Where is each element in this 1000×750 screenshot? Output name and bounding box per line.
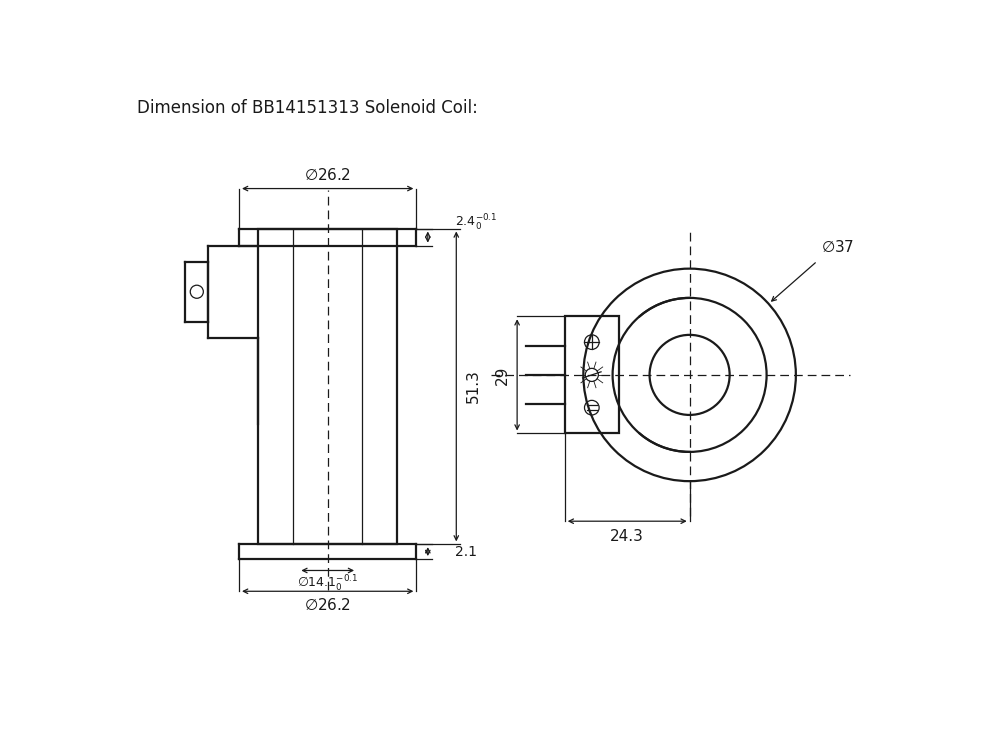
Text: Dimension of BB14151313 Solenoid Coil:: Dimension of BB14151313 Solenoid Coil: [137,99,478,117]
Text: $\varnothing$26.2: $\varnothing$26.2 [304,167,351,183]
Text: $\varnothing$37: $\varnothing$37 [821,238,855,255]
Text: 51.3: 51.3 [466,370,481,404]
Text: $\varnothing$14.1$^{-0.1}_{0}$: $\varnothing$14.1$^{-0.1}_{0}$ [297,574,358,595]
Bar [258,229,397,544]
Bar [565,316,619,434]
Text: 24.3: 24.3 [610,529,644,544]
Text: 2.1: 2.1 [455,544,477,559]
Text: $\varnothing$26.2: $\varnothing$26.2 [304,597,351,613]
Text: $2.4^{-0.1}_{0}$: $2.4^{-0.1}_{0}$ [455,213,497,233]
Text: 29: 29 [494,365,509,385]
